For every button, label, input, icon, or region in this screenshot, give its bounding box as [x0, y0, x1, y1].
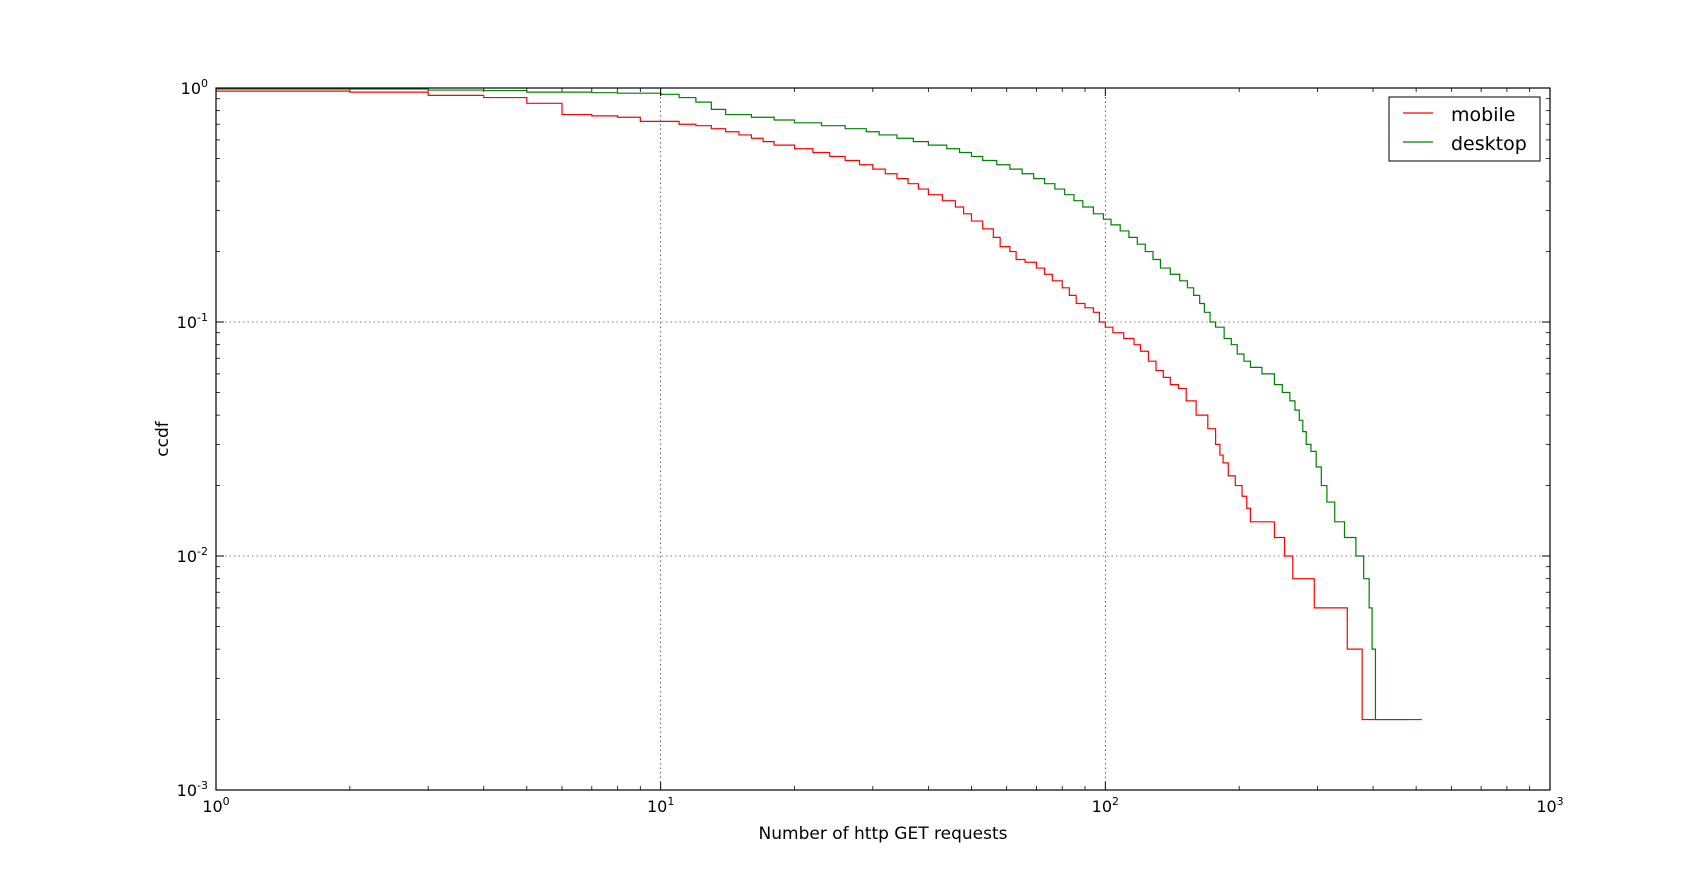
plot-background [216, 88, 1550, 790]
x-tick-label-exponent: 2 [1112, 795, 1119, 808]
x-tick-label-exponent: 3 [1557, 795, 1564, 808]
x-tick-label-exponent: 0 [223, 795, 230, 808]
major-ticks-layer [215, 87, 1551, 791]
y-tick-label-exponent: -3 [197, 779, 208, 792]
series-line-desktop [216, 88, 1409, 721]
plot-frame [215, 87, 1551, 791]
legend: mobile desktop [1388, 96, 1541, 162]
legend-label-desktop: desktop [1451, 133, 1527, 155]
x-axis-label: Number of http GET requests [759, 824, 1008, 844]
y-tick-label-exponent: -2 [197, 545, 208, 558]
minor-ticks-layer [216, 88, 1550, 790]
legend-box [1388, 96, 1541, 162]
legend-label-mobile: mobile [1451, 104, 1515, 126]
x-tick-label-exponent: 1 [667, 795, 674, 808]
series-line-mobile [216, 90, 1422, 721]
grid-layer [216, 88, 1550, 790]
y-tick-label-exponent: -1 [197, 311, 208, 324]
y-axis-label: ccdf [153, 420, 173, 456]
y-tick-label-exponent: 0 [201, 77, 208, 90]
series-layer [216, 88, 1422, 721]
